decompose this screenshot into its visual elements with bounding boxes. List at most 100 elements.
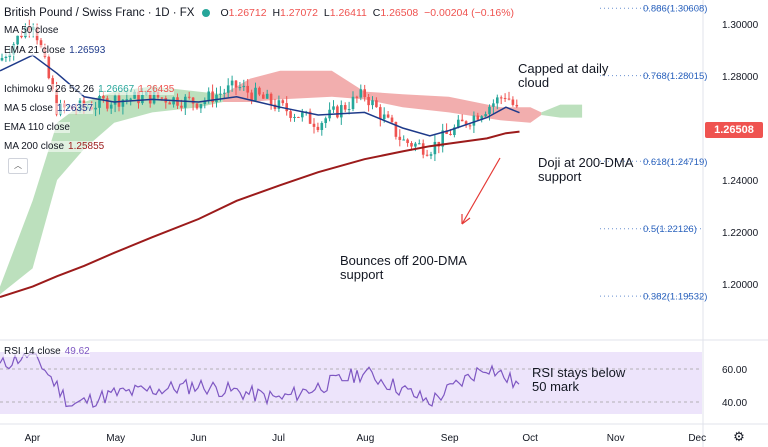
candle-body [406, 139, 409, 144]
annotation-rsi-note: RSI stays below 50 mark [532, 365, 626, 394]
candle-body [133, 91, 136, 99]
candle-body [386, 114, 390, 118]
candle-body [246, 85, 249, 93]
market-status-dot-icon [202, 9, 211, 17]
legend-ma200[interactable]: MA 200 close 1.25855 [4, 141, 105, 152]
candle-body [125, 99, 129, 101]
fib-level-label: 0.382(1.19532) [643, 292, 707, 303]
candle-body [484, 114, 487, 117]
candle-body [250, 92, 253, 101]
candle-body [398, 136, 402, 140]
candle-body [347, 109, 351, 111]
candle-body [187, 96, 191, 98]
candle-body [109, 104, 113, 109]
candle-body [199, 104, 203, 109]
legend-ma5[interactable]: MA 5 close 1.26357 [4, 103, 94, 114]
price-tick-label: 1.24000 [722, 176, 759, 187]
candle-body [20, 35, 23, 38]
annotation-doji: Doji at 200-DMA support [538, 155, 633, 184]
legend-ema110[interactable]: EMA 110 close [4, 122, 70, 133]
candle-body [418, 143, 421, 145]
time-tick-label: Dec [688, 433, 706, 444]
ohlc-low: 1.26411 [329, 7, 367, 19]
candle-body [55, 89, 58, 115]
candle-body [211, 91, 214, 103]
candle-body [499, 97, 503, 99]
ichimoku-cloud-bear [223, 70, 542, 123]
rsi-band [0, 352, 702, 414]
candle-body [503, 97, 507, 99]
candle-body [265, 93, 269, 99]
ohlc-change: −0.00204 (−0.16%) [424, 7, 515, 19]
time-tick-label: Sep [441, 433, 459, 444]
candle-body [359, 89, 363, 98]
candle-body [238, 87, 242, 89]
price-tick-label: 1.22000 [722, 228, 759, 239]
candle-body [402, 139, 405, 141]
legend-ichimoku[interactable]: Ichimoku 9 26 52 26 1.26667 1.26435 [4, 84, 175, 95]
ichimoku-cloud-bull-future [541, 104, 583, 118]
time-tick-label: May [106, 433, 125, 444]
candle-body [4, 56, 8, 59]
candle-body [375, 100, 378, 108]
legend-ichimoku-value1: 1.26667 [98, 84, 135, 95]
fib-level-label: 0.768(1.28015) [643, 71, 707, 82]
candle-body [476, 115, 480, 120]
candle-body [453, 127, 456, 136]
candle-body [460, 119, 464, 122]
candle-body [511, 99, 515, 105]
candle-body [468, 125, 472, 127]
candle-body [421, 143, 425, 155]
rsi-line [0, 352, 520, 408]
annotation-arrow-line [461, 157, 501, 225]
candle-body [367, 97, 370, 106]
candle-body [340, 105, 343, 118]
candle-body [230, 80, 234, 86]
rsi-tick-label: 60.00 [722, 365, 747, 376]
legend-ema21[interactable]: EMA 21 close 1.26593 [4, 45, 106, 56]
chart-header: British Pound / Swiss Franc · 1D · FX O1… [4, 5, 514, 21]
legend-ema21-value: 1.26593 [69, 45, 106, 56]
price-tick-label: 1.28000 [722, 72, 759, 83]
candle-body [16, 35, 19, 45]
candle-body [441, 130, 444, 147]
candle-body [219, 93, 222, 95]
candle-body [492, 103, 495, 107]
candle-body [51, 78, 54, 90]
time-tick-label: Jul [272, 433, 285, 444]
candle-body [273, 104, 277, 109]
candle-body [223, 92, 226, 94]
annotation-bounces: Bounces off 200-DMA support [340, 253, 467, 282]
candle-body [168, 102, 171, 105]
ohlc-high: 1.27072 [280, 7, 318, 19]
candle-body [102, 95, 105, 99]
time-tick-label: Nov [607, 433, 625, 444]
legend-ma5-value: 1.26357 [56, 103, 94, 114]
rsi-legend[interactable]: RSI 14 close 49.62 [4, 346, 90, 357]
candle-body [113, 95, 117, 105]
candle-body [203, 100, 207, 105]
candle-body [191, 97, 195, 104]
fib-level-label: 0.886(1.30608) [643, 4, 707, 15]
candle-body [262, 94, 265, 99]
candle-body [414, 143, 417, 147]
candle-body [480, 116, 483, 120]
candle-body [98, 95, 101, 108]
candle-body [195, 103, 199, 109]
collapse-legend-button[interactable]: ︿ [8, 158, 28, 174]
candle-body [94, 107, 97, 110]
candle-body [472, 115, 476, 126]
candle-body [496, 97, 499, 104]
candle-body [293, 116, 296, 118]
candle-body [488, 106, 491, 115]
candle-body [226, 85, 230, 93]
symbol-title[interactable]: British Pound / Swiss Franc · 1D · FX [4, 7, 195, 19]
legend-ma50[interactable]: MA 50 close [4, 25, 59, 36]
candle-body [445, 130, 448, 134]
candle-body [297, 116, 300, 118]
rsi-value: 49.62 [64, 346, 90, 357]
candle-body [285, 103, 288, 112]
gear-icon[interactable]: ⚙ [733, 429, 745, 444]
